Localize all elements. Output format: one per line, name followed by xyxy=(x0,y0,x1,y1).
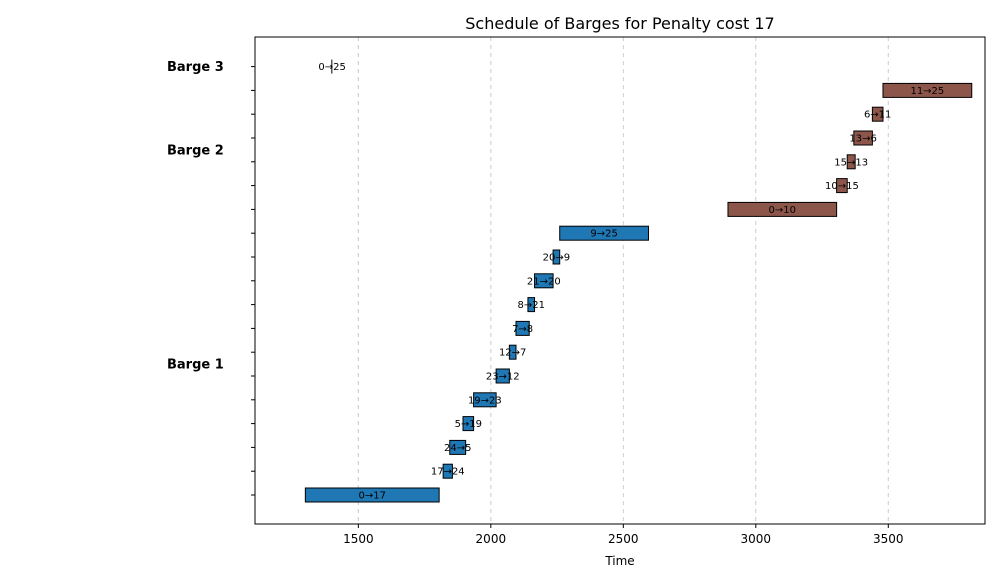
task-bar xyxy=(449,439,467,455)
x-tick-label: 2500 xyxy=(608,532,639,546)
task-label: 11→25 xyxy=(910,86,944,97)
task-bar xyxy=(442,463,453,479)
task-label: 23→12 xyxy=(486,372,520,383)
task-bar xyxy=(473,392,497,408)
task-label: 20→9 xyxy=(543,253,570,264)
chart-title: Schedule of Barges for Penalty cost 17 xyxy=(465,14,774,33)
task-label: 0→25 xyxy=(318,62,345,73)
task-bar xyxy=(559,225,649,241)
task-label: 5→19 xyxy=(455,419,482,430)
task-label: 9→25 xyxy=(590,229,617,240)
task-label: 17→24 xyxy=(431,467,465,478)
grid-layer xyxy=(357,37,889,524)
task-label: 0→17 xyxy=(359,491,386,502)
task-bar xyxy=(495,368,510,384)
x-tick-label: 3500 xyxy=(873,532,904,546)
task-bar xyxy=(882,82,973,98)
task-label: 13→6 xyxy=(849,134,876,145)
task-label: 8→21 xyxy=(517,300,544,311)
task-bar xyxy=(508,344,517,360)
task-label: 0→10 xyxy=(769,205,796,216)
barge-label: Barge 1 xyxy=(167,358,224,373)
task-bar xyxy=(527,297,536,313)
label-layer: 0→17 17→24 24→5 5→19 19→23 23→12 12→7 7→8 8→21 21… xyxy=(167,60,944,501)
task-label: 24→5 xyxy=(444,443,471,454)
barge-label: Barge 2 xyxy=(167,143,224,158)
x-tick-label: 3000 xyxy=(741,532,772,546)
task-label: 10→15 xyxy=(825,181,859,192)
task-bar xyxy=(871,106,884,122)
tick-layer: 1500 2000 2500 3000 3500 xyxy=(251,66,904,546)
task-bar xyxy=(304,487,440,503)
task-bar xyxy=(836,178,848,194)
plot-frame xyxy=(254,36,986,525)
task-bar xyxy=(534,273,554,289)
task-bar xyxy=(727,201,838,217)
x-tick-label: 2000 xyxy=(476,532,507,546)
task-bar xyxy=(853,130,873,146)
task-label: 19→23 xyxy=(468,395,502,406)
task-bar xyxy=(846,154,856,170)
barge-label: Barge 3 xyxy=(167,60,224,75)
task-label: 6→11 xyxy=(864,110,891,121)
task-bar xyxy=(515,320,530,336)
x-axis-label: Time xyxy=(604,554,634,568)
bar-layer xyxy=(304,59,973,503)
task-label: 21→20 xyxy=(527,276,561,287)
task-bar xyxy=(462,416,475,432)
task-label: 12→7 xyxy=(499,348,526,359)
task-bar xyxy=(552,249,561,265)
task-label: 15→13 xyxy=(834,157,868,168)
task-label: 7→8 xyxy=(512,324,533,335)
x-tick-label: 1500 xyxy=(343,532,374,546)
